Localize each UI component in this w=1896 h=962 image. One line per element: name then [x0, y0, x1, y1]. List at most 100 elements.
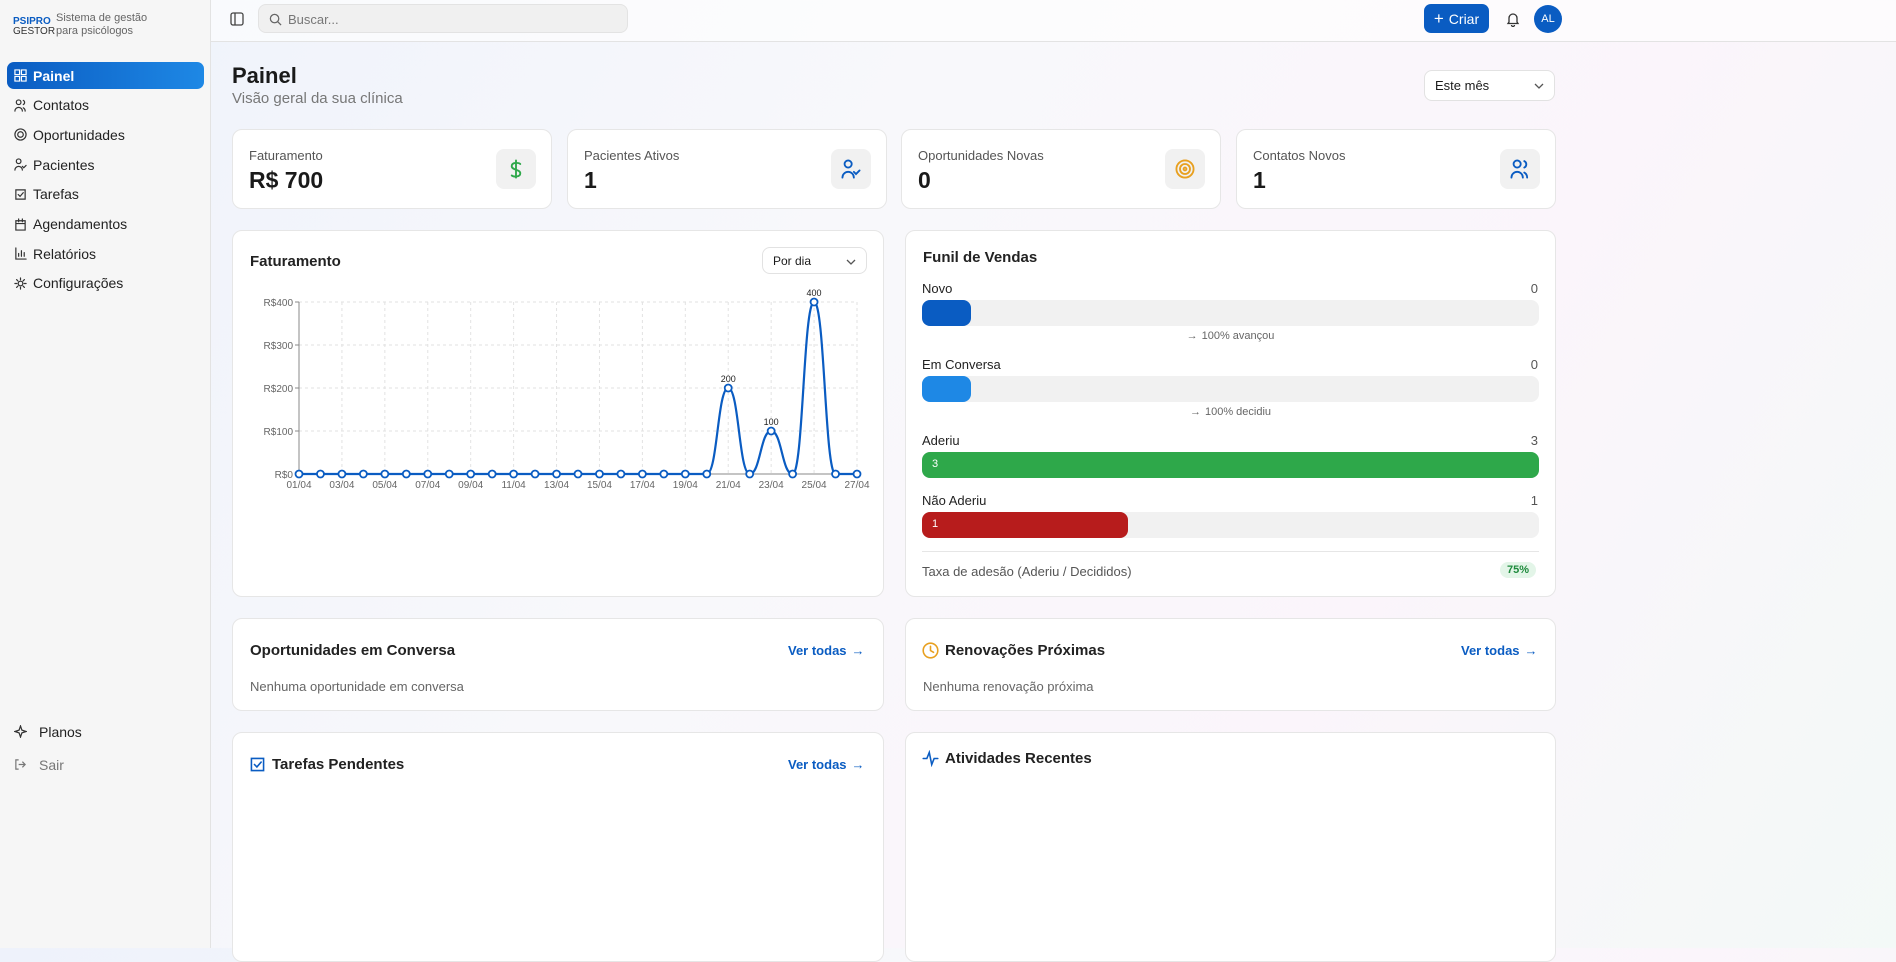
- point: [659, 469, 669, 479]
- point: [466, 469, 476, 479]
- see-all-label: Ver todas: [1461, 643, 1520, 658]
- icon: [14, 128, 27, 142]
- divider: [922, 551, 1539, 552]
- point: [852, 469, 862, 479]
- x-tick-label: 17/04: [630, 480, 655, 491]
- card-title: Funil de Vendas: [923, 249, 1038, 266]
- stage-track: [922, 376, 1539, 402]
- see-all[interactable]: Ver todas →: [788, 757, 865, 772]
- nav-item[interactable]: Configurações: [7, 270, 204, 297]
- point: [766, 426, 776, 436]
- nav-label: Painel: [33, 67, 75, 84]
- nav-item[interactable]: Sair: [7, 751, 204, 778]
- y-tick-label: R$100: [264, 427, 294, 438]
- icon-path: [14, 128, 27, 142]
- sidebar: PSIPRO GESTOR Sistema de gestão para psi…: [0, 0, 211, 948]
- search[interactable]: Buscar...: [258, 4, 628, 33]
- kpi-value: 0: [918, 167, 931, 193]
- nav-item[interactable]: Planos: [7, 718, 204, 745]
- x-tick-label: 01/04: [286, 480, 311, 491]
- nav-item[interactable]: Pacientes: [7, 151, 204, 178]
- kpi-label: Oportunidades Novas: [918, 148, 1044, 163]
- header: Buscar... + Criar AL: [211, 0, 1896, 42]
- y-tick-label: R$200: [264, 384, 294, 395]
- nav-label: Sair: [39, 756, 64, 773]
- point: [788, 469, 798, 479]
- nav-item[interactable]: Painel: [7, 62, 204, 89]
- point: [444, 469, 454, 479]
- sidebar-toggle[interactable]: [230, 12, 244, 26]
- tagline: Sistema de gestão para psicólogos: [56, 12, 147, 38]
- point: [637, 469, 647, 479]
- point: [680, 469, 690, 479]
- create-label: Criar: [1448, 10, 1480, 27]
- icon-path: [14, 277, 27, 290]
- granularity-select[interactable]: Por dia: [762, 247, 867, 274]
- stage-bar-label: 3: [932, 458, 939, 470]
- icon-path: [14, 69, 27, 82]
- panel-title: Atividades Recentes: [945, 750, 1092, 767]
- kpi-label: Faturamento: [249, 148, 323, 163]
- kpi-card: Pacientes Ativos 1: [567, 129, 887, 209]
- icon: [922, 642, 939, 659]
- see-all[interactable]: Ver todas →: [1461, 643, 1538, 658]
- kpi-card: Contatos Novos 1: [1236, 129, 1556, 209]
- stage-name: Em Conversa: [922, 357, 1001, 372]
- x-tick-label: 23/04: [759, 480, 784, 491]
- point: [380, 469, 390, 479]
- card-title: Faturamento: [250, 253, 341, 270]
- icon: [14, 158, 27, 171]
- notifications[interactable]: [1506, 12, 1520, 27]
- icon: [14, 277, 27, 290]
- data-label: 200: [721, 374, 736, 384]
- nav-label: Oportunidades: [33, 126, 125, 143]
- granularity-label: Por dia: [773, 253, 812, 268]
- tagline-line: Sistema de gestão: [56, 12, 148, 24]
- x-tick-label: 27/04: [844, 480, 869, 491]
- point: [530, 469, 540, 479]
- stage-count: 0: [1530, 281, 1538, 296]
- icon: [15, 217, 26, 231]
- nav-item[interactable]: Relatórios: [7, 240, 204, 267]
- nav-item[interactable]: Agendamentos: [7, 211, 204, 238]
- empty-state: Nenhuma oportunidade em conversa: [250, 679, 464, 694]
- stage-count: 0: [1530, 357, 1538, 372]
- period-select[interactable]: Este mês: [1424, 70, 1555, 101]
- create-button[interactable]: + Criar: [1424, 4, 1489, 33]
- chevron: [846, 259, 856, 265]
- arrow: →: [1524, 643, 1538, 658]
- icon: [15, 189, 26, 200]
- stage-name: Não Aderiu: [922, 493, 987, 508]
- x-tick-label: 03/04: [329, 480, 354, 491]
- period-label: Este mês: [1435, 78, 1490, 93]
- stage-note: → 100% decidiu: [922, 406, 1539, 418]
- stage-bar: 1: [922, 512, 1128, 538]
- nav-item[interactable]: Oportunidades: [7, 121, 204, 148]
- revenue-card: Faturamento Por dia R$0 R$100 R$200 R$300 R$…: [232, 230, 884, 597]
- see-all[interactable]: Ver todas →: [788, 643, 865, 658]
- point: [423, 469, 433, 479]
- panel: Renovações Próximas Ver todas → Nenhuma ren…: [905, 618, 1556, 711]
- arrow: →: [851, 757, 865, 772]
- see-all-label: Ver todas: [788, 643, 847, 658]
- stage-bar-label: 1: [932, 518, 939, 530]
- point: [702, 469, 712, 479]
- stage-bar: [922, 300, 971, 326]
- icon-path: [14, 158, 27, 171]
- icon: [1510, 159, 1529, 179]
- nav-label: Configurações: [33, 275, 124, 292]
- icon: [510, 159, 522, 179]
- point: [294, 469, 304, 479]
- nav-item[interactable]: Tarefas: [7, 181, 204, 208]
- stage-note-text: 100% decidiu: [1204, 406, 1272, 418]
- nav-label: Tarefas: [33, 186, 79, 203]
- icon: [269, 13, 282, 26]
- nav-label: Contatos: [33, 97, 90, 114]
- kpi-value: R$ 700: [249, 167, 324, 193]
- search-placeholder: Buscar...: [288, 12, 339, 27]
- point: [552, 469, 561, 479]
- avatar[interactable]: AL: [1534, 5, 1562, 33]
- point: [723, 383, 733, 393]
- stage-note-text: 100% avançou: [1201, 330, 1275, 342]
- nav-item[interactable]: Contatos: [7, 92, 204, 119]
